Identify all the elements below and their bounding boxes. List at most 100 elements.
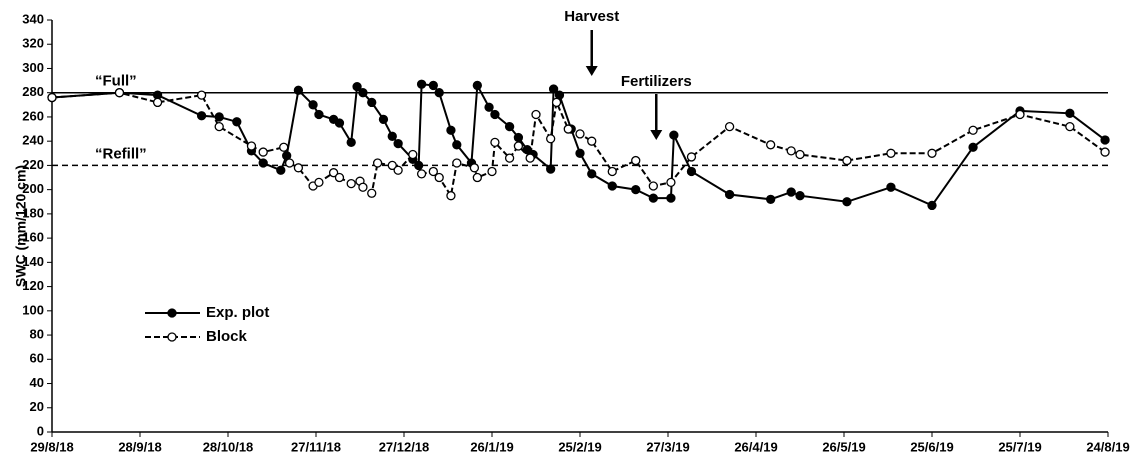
y-tick-label: 140 <box>22 254 44 269</box>
data-point <box>428 80 438 91</box>
data-point <box>469 163 480 173</box>
data-point <box>686 152 697 162</box>
legend-marker <box>167 308 177 318</box>
y-tick-label: 320 <box>22 36 44 51</box>
data-point <box>276 165 286 175</box>
data-point <box>358 182 368 192</box>
data-point <box>669 130 679 140</box>
legend-label: Block <box>206 328 248 345</box>
data-point <box>575 148 585 158</box>
data-point <box>446 125 456 135</box>
data-point <box>114 88 125 98</box>
data-point <box>724 121 735 132</box>
data-point <box>795 149 805 160</box>
legend-marker <box>167 332 177 342</box>
data-point <box>927 148 937 158</box>
data-point <box>927 200 937 211</box>
data-point <box>416 169 427 179</box>
data-point <box>232 117 242 127</box>
data-point <box>372 158 383 168</box>
annotation-arrowhead <box>650 130 663 140</box>
data-point <box>1065 108 1075 118</box>
data-point <box>686 166 697 177</box>
y-tick-label: 80 <box>30 326 44 341</box>
data-point <box>434 172 444 183</box>
x-tick-label: 26/5/19 <box>822 439 865 454</box>
data-point <box>648 181 658 191</box>
data-point <box>452 140 462 150</box>
y-tick-label: 0 <box>37 423 44 438</box>
data-point <box>490 109 500 120</box>
data-point <box>1100 147 1110 157</box>
x-tick-label: 25/2/19 <box>558 439 601 454</box>
y-tick-label: 100 <box>22 302 44 317</box>
data-point <box>393 165 403 175</box>
y-tick-label: 40 <box>30 375 44 390</box>
data-point <box>551 97 562 108</box>
data-point <box>607 181 617 191</box>
x-tick-label: 28/9/18 <box>118 439 161 454</box>
x-tick-label: 26/4/19 <box>734 439 777 454</box>
data-point <box>308 100 318 110</box>
x-tick-label: 27/11/18 <box>291 439 341 454</box>
data-point <box>196 90 207 100</box>
series-line <box>51 91 1106 199</box>
data-point <box>607 166 617 177</box>
x-tick-label: 26/1/19 <box>470 439 513 454</box>
y-tick-label: 260 <box>22 108 44 123</box>
data-point <box>1100 135 1110 145</box>
data-point <box>152 97 163 108</box>
data-point <box>293 85 304 95</box>
data-point <box>525 153 535 163</box>
data-point <box>842 197 852 207</box>
data-point <box>214 112 224 122</box>
data-point <box>1015 109 1025 120</box>
x-tick-label: 25/6/19 <box>910 439 953 454</box>
data-point <box>472 80 482 91</box>
data-point <box>408 149 418 160</box>
y-tick-label: 240 <box>22 133 44 148</box>
data-point <box>886 148 896 158</box>
data-point <box>786 187 796 197</box>
data-point <box>968 125 978 135</box>
data-point <box>293 163 304 173</box>
data-point <box>563 124 573 134</box>
data-point <box>393 138 403 149</box>
data-point <box>546 134 556 144</box>
data-point <box>258 158 268 168</box>
data-point <box>968 142 978 152</box>
data-point <box>367 188 377 198</box>
data-point <box>666 193 676 203</box>
data-point <box>484 102 494 112</box>
series-line <box>51 81 1106 207</box>
y-tick-label: 280 <box>22 84 44 99</box>
x-tick-label: 29/8/18 <box>30 439 73 454</box>
data-point <box>490 137 500 148</box>
y-tick-label: 20 <box>30 399 44 414</box>
data-point <box>472 172 482 183</box>
data-point <box>378 114 389 125</box>
y-tick-label: 160 <box>22 230 44 245</box>
y-tick-label: 180 <box>22 205 44 220</box>
data-point <box>387 131 397 141</box>
y-tick-label: 60 <box>30 351 44 366</box>
data-point <box>358 88 368 98</box>
data-point <box>587 136 597 146</box>
data-point <box>284 158 295 168</box>
data-point <box>766 140 776 150</box>
y-tick-label: 300 <box>22 60 44 75</box>
data-point <box>531 109 541 120</box>
data-point <box>504 153 515 163</box>
data-point <box>367 97 377 108</box>
data-point <box>587 169 597 179</box>
data-point <box>575 129 585 139</box>
annotation: Harvest <box>564 8 619 25</box>
data-point <box>786 146 796 156</box>
data-point <box>1065 121 1075 132</box>
x-tick-label: 28/10/18 <box>203 439 254 454</box>
data-point <box>314 177 324 188</box>
data-point <box>886 182 896 192</box>
data-point <box>416 79 427 89</box>
data-point <box>47 92 57 103</box>
data-point <box>631 155 641 166</box>
